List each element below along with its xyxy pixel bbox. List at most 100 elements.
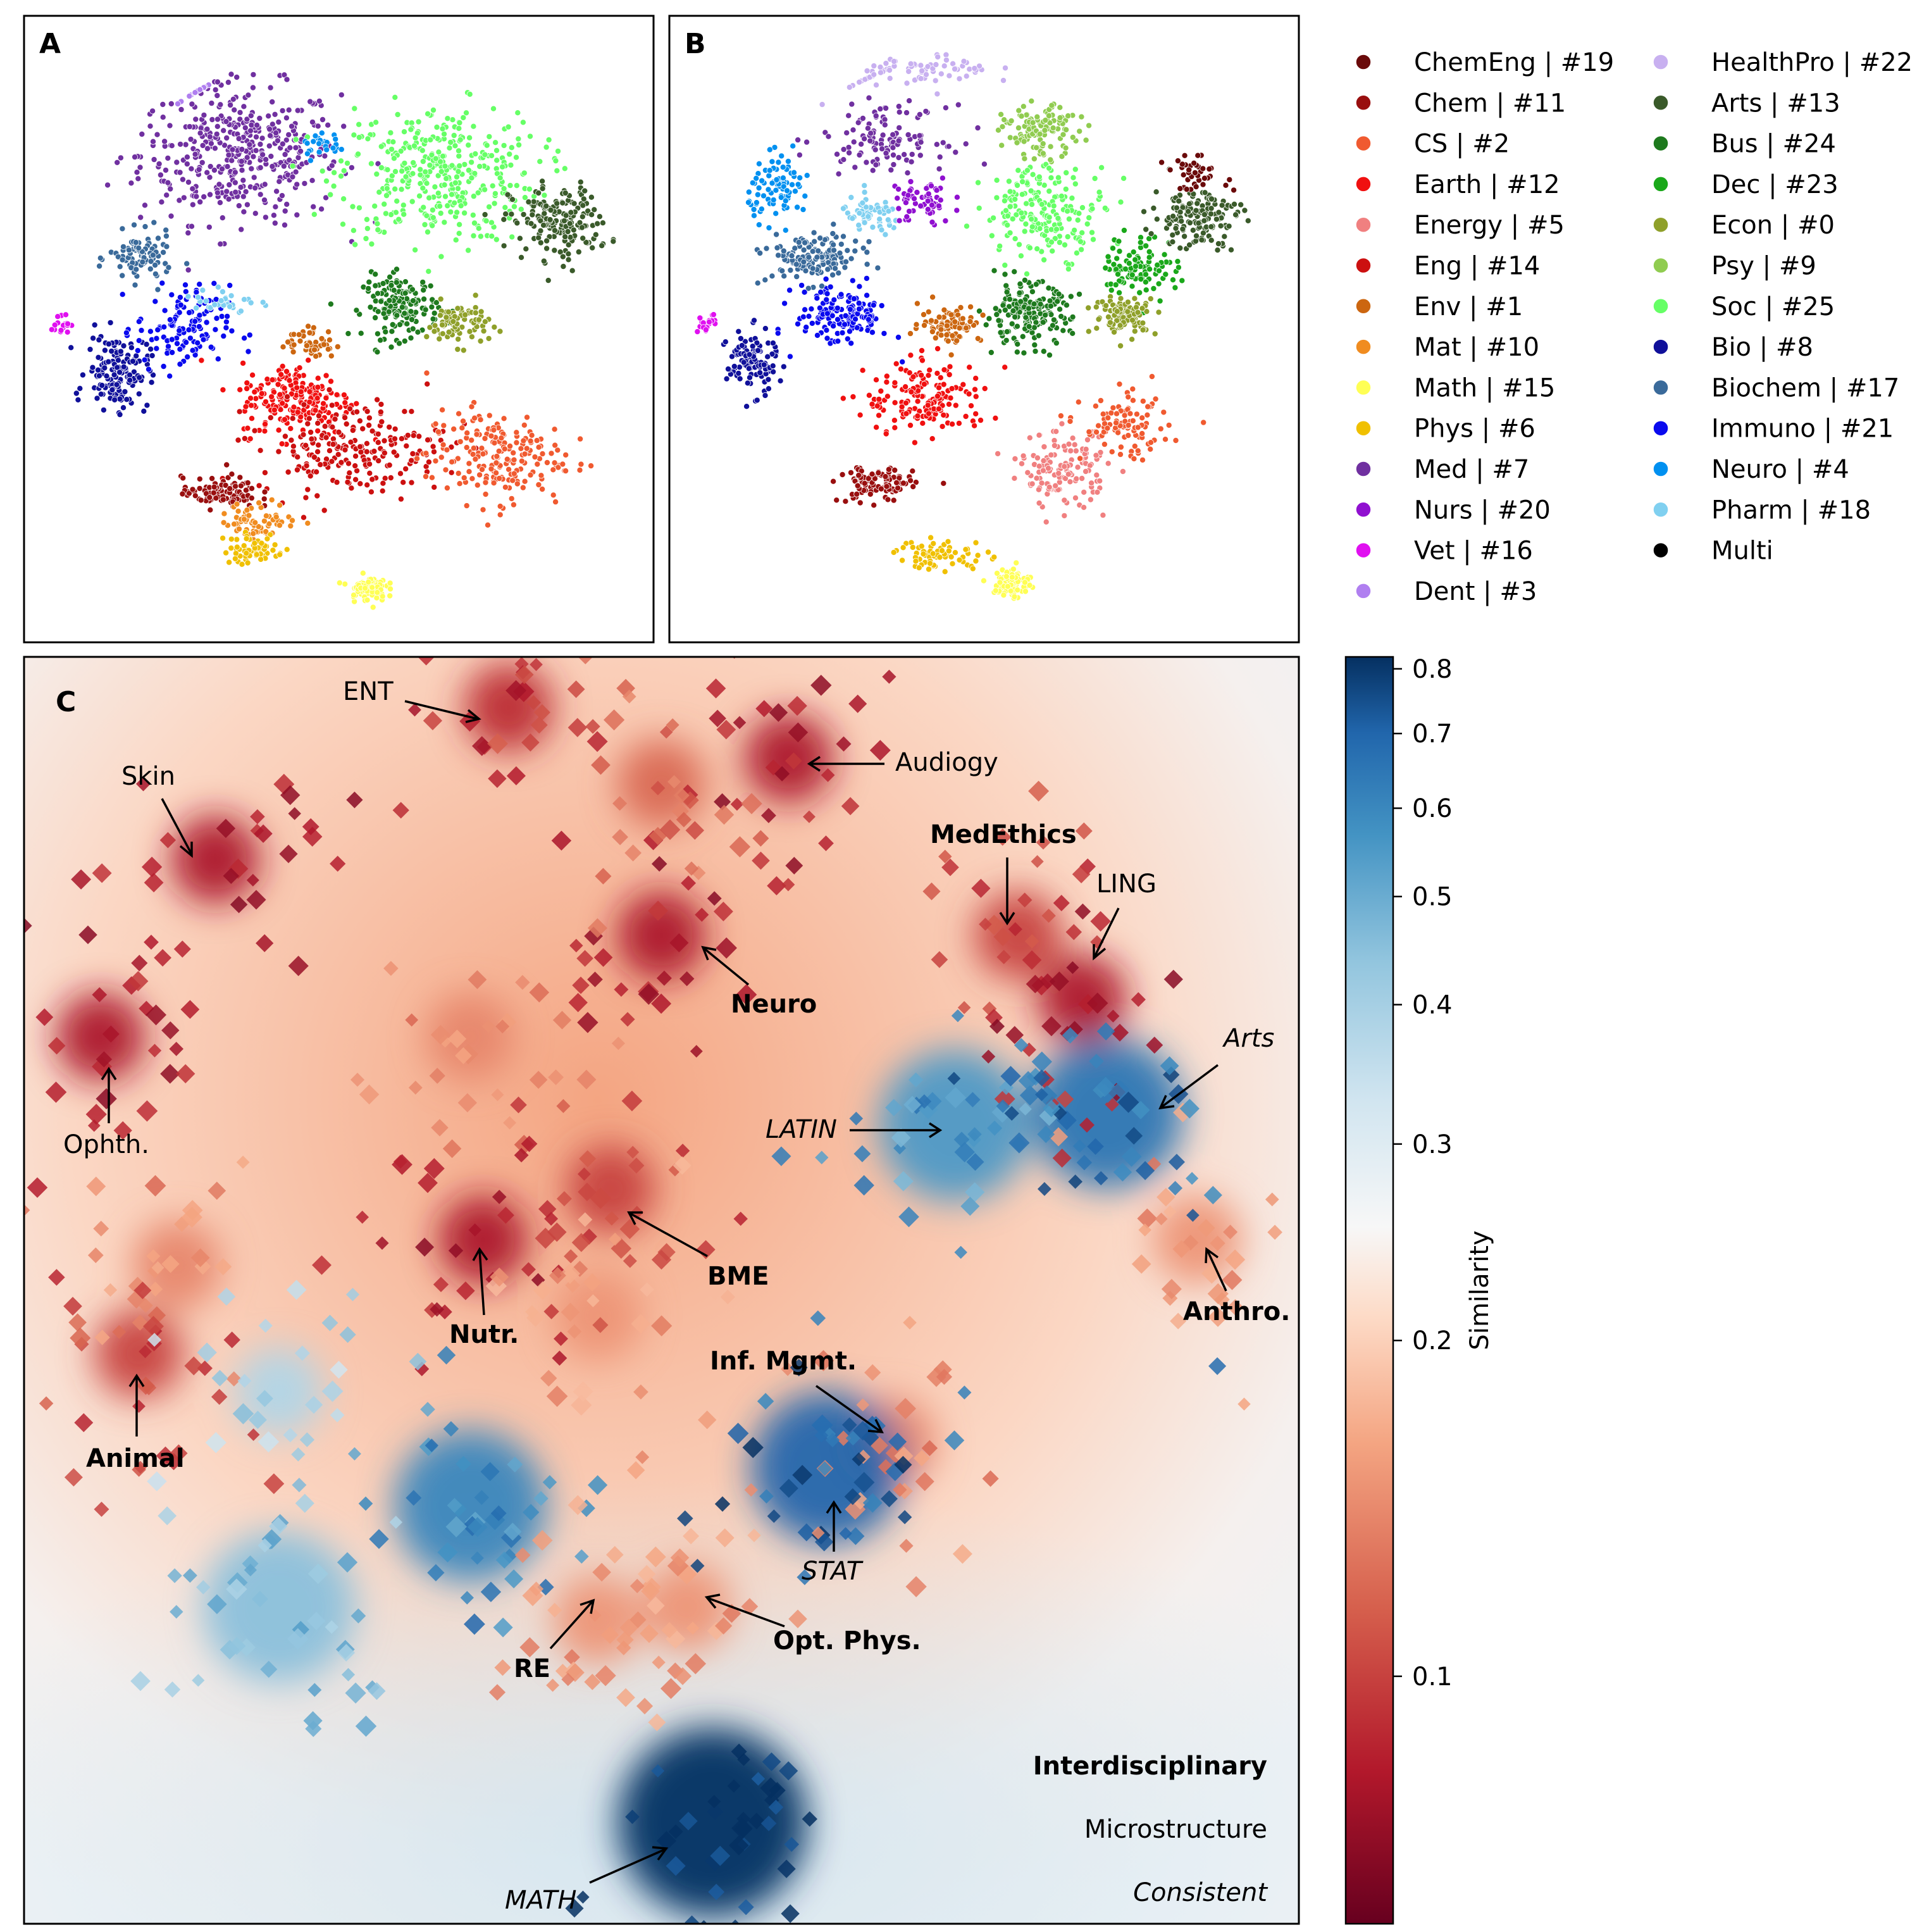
scatter-point <box>244 154 251 161</box>
scatter-point <box>755 160 762 167</box>
scatter-point <box>363 216 370 223</box>
scatter-point <box>209 475 216 482</box>
scatter-point <box>371 203 378 209</box>
scatter-point <box>320 341 327 348</box>
scatter-point <box>237 109 244 116</box>
scatter-point <box>430 316 437 323</box>
scatter-point <box>773 176 780 183</box>
scatter-point <box>244 559 251 566</box>
scatter-point <box>1153 189 1160 196</box>
scatter-point <box>281 416 288 423</box>
scatter-point <box>388 282 395 289</box>
scatter-point <box>345 460 352 467</box>
scatter-point <box>1087 496 1094 503</box>
scatter-point <box>519 119 526 126</box>
scatter-point <box>835 270 842 277</box>
scatter-point <box>421 221 428 228</box>
scatter-point <box>321 507 328 514</box>
scatter-point <box>1026 305 1033 312</box>
scatter-point <box>1018 209 1025 216</box>
scatter-point <box>437 158 444 165</box>
scatter-point <box>871 71 878 78</box>
scatter-point <box>916 111 923 118</box>
scatter-point <box>443 314 450 321</box>
scatter-point <box>1237 201 1244 208</box>
scatter-point <box>466 328 473 335</box>
scatter-point <box>197 86 204 93</box>
scatter-point <box>193 304 200 311</box>
scatter-point <box>328 402 335 409</box>
scatter-point <box>381 449 388 456</box>
scatter-point <box>294 409 301 416</box>
scatter-point <box>226 282 233 289</box>
scatter-point <box>610 238 617 245</box>
scatter-point <box>475 225 482 232</box>
scatter-point <box>1177 185 1184 192</box>
scatter-point <box>447 139 454 146</box>
scatter-point <box>1069 330 1076 337</box>
scatter-point <box>796 151 803 158</box>
scatter-point <box>1072 494 1079 501</box>
scatter-point <box>891 424 898 431</box>
scatter-point <box>63 311 70 318</box>
scatter-point <box>514 480 521 487</box>
scatter-point <box>917 139 924 146</box>
scatter-point <box>802 239 809 246</box>
scatter-point <box>769 340 776 347</box>
scatter-point <box>524 414 531 421</box>
scatter-point <box>1002 364 1008 371</box>
scatter-point <box>895 137 902 144</box>
scatter-point <box>185 490 192 497</box>
scatter-point <box>1157 425 1164 432</box>
scatter-point <box>461 475 468 482</box>
scatter-point <box>456 221 463 228</box>
scatter-point <box>948 311 955 318</box>
scatter-point <box>929 328 936 335</box>
scatter-point <box>269 377 276 383</box>
scatter-point <box>993 194 1000 201</box>
scatter-point <box>755 184 762 191</box>
scatter-point <box>568 209 574 216</box>
scatter-point <box>1186 201 1193 208</box>
scatter-point <box>953 337 960 344</box>
scatter-point <box>390 287 397 294</box>
scatter-point <box>909 468 916 475</box>
scatter-point <box>226 303 233 310</box>
scatter-point <box>1047 143 1054 150</box>
scatter-point <box>408 479 415 486</box>
scatter-point <box>907 352 914 359</box>
scatter-point <box>791 245 798 252</box>
scatter-point <box>264 535 271 542</box>
scatter-point <box>1073 475 1080 482</box>
scatter-point <box>535 444 542 451</box>
scatter-point <box>1075 399 1082 406</box>
scatter-point <box>490 105 497 112</box>
scatter-point <box>94 395 101 402</box>
scatter-point <box>189 347 196 354</box>
scatter-point <box>1072 180 1079 187</box>
scatter-point <box>335 429 342 436</box>
scatter-point <box>865 238 872 245</box>
scatter-point <box>801 289 808 296</box>
scatter-point <box>1058 420 1065 427</box>
scatter-point <box>1045 285 1052 292</box>
scatter-point <box>933 187 940 194</box>
scatter-point <box>149 138 156 145</box>
scatter-point <box>319 168 326 175</box>
scatter-point <box>238 226 245 233</box>
scatter-point <box>196 281 203 288</box>
scatter-point <box>119 225 126 232</box>
scatter-point <box>177 301 184 308</box>
scatter-point <box>794 204 801 211</box>
scatter-point <box>513 429 520 436</box>
scatter-point <box>283 76 290 83</box>
scatter-point <box>1089 229 1096 236</box>
scatter-point <box>219 215 226 221</box>
scatter-point <box>785 158 791 165</box>
scatter-point <box>107 319 114 326</box>
scatter-point <box>101 365 108 371</box>
scatter-point <box>223 188 230 195</box>
scatter-point <box>839 329 846 336</box>
scatter-point <box>77 385 84 392</box>
scatter-point <box>1198 237 1205 244</box>
